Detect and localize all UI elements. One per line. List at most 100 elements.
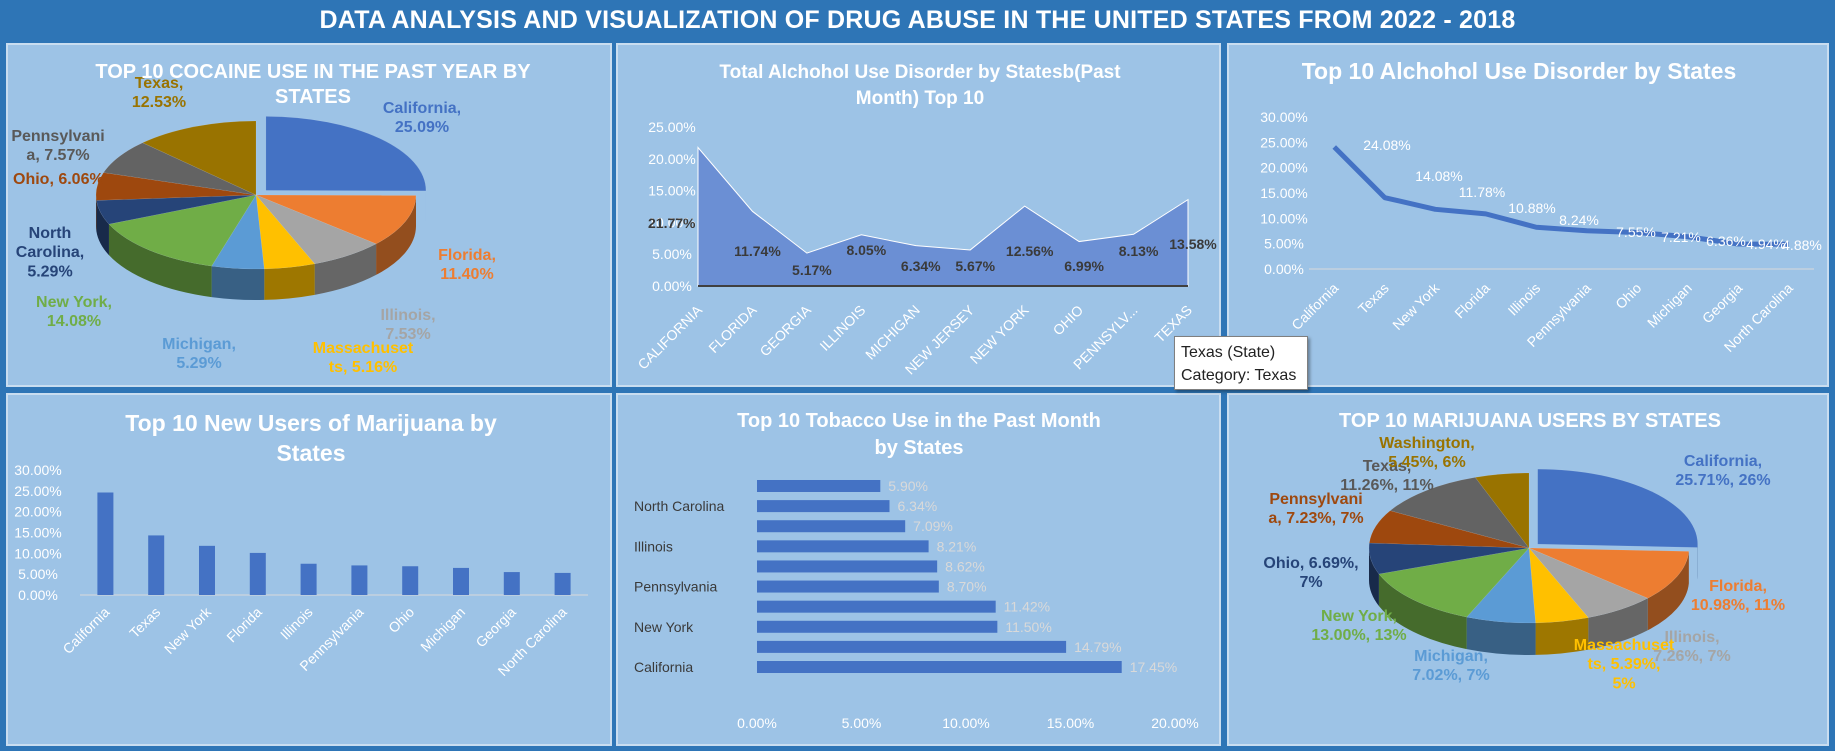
aud-month-ytick: 10.00% [648, 214, 695, 230]
marijuana_users-label-ohio: Ohio, 6.69%, 7% [1263, 555, 1358, 591]
marijuana-new-xtick: Ohio [385, 604, 417, 636]
tobacco-bar-8 [757, 500, 890, 513]
marijuana-new-ytick: 20.00% [14, 504, 61, 520]
cocaine-slice-side-michigan [211, 266, 265, 300]
cocaine-label-florida: Florida, 11.40% [438, 247, 496, 283]
cocaine-label-california: California, 25.09% [383, 100, 461, 136]
cocaine-title: TOP 10 COCAINE USE IN THE PAST YEAR BY [95, 61, 531, 83]
marijuana-new-xtick: Texas [126, 604, 163, 641]
marijuana-new-users-bar-panel[interactable]: Top 10 New Users of Marijuana by States 0.… [6, 393, 612, 746]
aud-month-ytick: 20.00% [648, 151, 695, 167]
cocaine-pie-group [95, 116, 427, 300]
tobacco-bar-7 [757, 520, 906, 533]
marijuana-new-bar-new-york [199, 545, 215, 595]
tobacco-ytick: New York [634, 619, 694, 635]
tobacco-datalabel: 6.34% [898, 498, 938, 514]
marijuana-new-ytick: 30.00% [14, 462, 61, 478]
aud-month-xtick: FLORIDA [705, 301, 760, 356]
cocaine-slice-texas [142, 120, 257, 196]
tobacco-bar-1 [757, 640, 1067, 653]
marijuana-new-title: Top 10 New Users of Marijuana by [125, 410, 497, 436]
marijuana-new-xtick: California [59, 604, 112, 657]
tooltip-category: Category: Texas [1181, 367, 1297, 384]
aud-month-xtick: NEW YORK [967, 301, 1033, 367]
tobacco-bar-6 [757, 540, 929, 553]
cocaine-slice-california [265, 116, 427, 192]
tobacco-bar-0 [757, 661, 1122, 673]
aud-top10-datalabel: 4.94% [1746, 236, 1786, 252]
marijuana_users-label-florida: Florida, 10.98%, 11% [1691, 578, 1785, 614]
marijuana-new-bar-florida [249, 552, 266, 595]
aud-month-ytick: 25.00% [648, 119, 695, 135]
aud-top10-ytick: 30.00% [1260, 109, 1307, 125]
aud-top10-ytick: 20.00% [1260, 160, 1307, 176]
alcohol-top10-line-panel[interactable]: Top 10 Alchohol Use Disorder by States 0.… [1227, 43, 1829, 387]
marijuana-users-pie-panel[interactable]: California, 25.71%, 26% Florida, 10.98%, 11… [1227, 393, 1829, 746]
tobacco-bar-panel[interactable]: Top 10 Tobacco Use in the Past Month by S… [616, 393, 1221, 746]
cocaine-pie-panel[interactable]: California, 25.09% Florida, 11.40% Illinois,… [6, 43, 612, 387]
aud-top10-xtick: Florida [1451, 280, 1493, 322]
aud-month-xtick: CALIFORNIA [634, 301, 705, 372]
marijuana-new-bar-north-carolina [554, 572, 571, 595]
marijuana-new-bar-illinois [300, 563, 317, 595]
marijuana_users-slice-new-york [1378, 547, 1530, 618]
tobacco-title: by States [875, 437, 964, 459]
tobacco-bar-2 [757, 620, 998, 633]
marijuana-new-ytick: 5.00% [18, 566, 58, 582]
tobacco-datalabel: 8.21% [937, 538, 977, 554]
aud-top10-datalabel: 7.21% [1661, 229, 1701, 245]
marijuana-new-ytick: 25.00% [14, 483, 61, 499]
tobacco-xtick: 15.00% [1047, 715, 1094, 731]
marijuana_users-label-michigan: Michigan, 7.02%, 7% [1412, 648, 1489, 684]
alcohol-month-area-chart[interactable]: Total Alchohol Use Disorder by Statesb(P… [618, 45, 1221, 387]
marijuana-new-xtick: Georgia [472, 604, 519, 651]
marijuana-new-xtick: Illinois [277, 604, 316, 643]
marijuana_users-slice-side-massachusetts [1535, 617, 1589, 655]
aud-top10-xtick: Michigan [1644, 280, 1695, 331]
aud-top10-line [1332, 145, 1789, 247]
tobacco-bar-9 [757, 480, 881, 492]
tobacco-datalabel: 11.42% [1004, 599, 1050, 615]
aud-month-ytick: 0.00% [652, 278, 692, 294]
marijuana-new-bar-michigan [453, 567, 469, 595]
aud-month-ytick: 15.00% [648, 183, 695, 199]
marijuana_users-label-new-york: New York, 13.00%, 13% [1311, 608, 1406, 644]
marijuana-new-users-bar-chart[interactable]: Top 10 New Users of Marijuana by States 0.… [8, 395, 612, 746]
alcohol-month-area-panel[interactable]: Total Alchohol Use Disorder by Statesb(P… [616, 43, 1221, 387]
marijuana-new-title: States [276, 440, 345, 466]
tobacco-ytick: North Carolina [634, 498, 724, 514]
aud-month-datalabel: 6.34% [901, 258, 941, 274]
tobacco-datalabel: 14.79% [1074, 639, 1121, 655]
aud-top10-datalabel: 7.55% [1616, 224, 1656, 240]
tobacco-xtick: 20.00% [1151, 715, 1198, 731]
aud-top10-datalabel: 4.88% [1782, 237, 1822, 253]
cocaine-slice-side-new-york [108, 224, 212, 298]
aud-top10-datalabel: 8.24% [1559, 212, 1599, 228]
tobacco-ytick: Illinois [634, 538, 673, 554]
marijuana_users-slice-side-illinois [1588, 598, 1648, 650]
marijuana_users-label-pennsylvania: Pennsylvani a, 7.23%, 7% [1268, 491, 1363, 527]
cocaine-label-massachusetts: Massachuset ts, 5.16% [313, 340, 414, 376]
aud-month-datalabel: 8.13% [1119, 243, 1159, 259]
marijuana_users-label-illinois: Illinois, 7.26%, 7% [1653, 629, 1730, 665]
marijuana-users-pie-chart[interactable]: California, 25.71%, 26% Florida, 10.98%, 11… [1229, 395, 1829, 746]
marijuana-new-ytick: 10.00% [14, 545, 61, 561]
marijuana-new-xtick: Michigan [417, 604, 468, 655]
tobacco-datalabel: 7.09% [913, 518, 953, 534]
marijuana_users-pie-group [1368, 468, 1698, 655]
tobacco-bar-chart[interactable]: Top 10 Tobacco Use in the Past Month by S… [618, 395, 1221, 746]
tobacco-xtick: 10.00% [942, 715, 989, 731]
aud-top10-ytick: 15.00% [1260, 185, 1307, 201]
cocaine-label-michigan: Michigan, 5.29% [162, 336, 236, 372]
tobacco-datalabel: 8.62% [945, 558, 985, 574]
cocaine-slice-side-illinois [314, 243, 377, 295]
marijuana_users-slice-washington [1474, 472, 1530, 549]
cocaine-slice-north-carolina [96, 194, 257, 225]
aud-top10-datalabel: 14.08% [1415, 168, 1462, 184]
aud-top10-xtick: New York [1389, 279, 1443, 333]
alcohol-top10-line-chart[interactable]: Top 10 Alchohol Use Disorder by States 0.… [1229, 45, 1829, 387]
cocaine-pie-chart[interactable]: California, 25.09% Florida, 11.40%Illinois,… [8, 45, 612, 387]
aud-top10-xtick: Illinois [1505, 280, 1544, 319]
aud-top10-datalabel: 6.36% [1706, 233, 1746, 249]
tobacco-datalabel: 11.50% [1005, 619, 1051, 635]
